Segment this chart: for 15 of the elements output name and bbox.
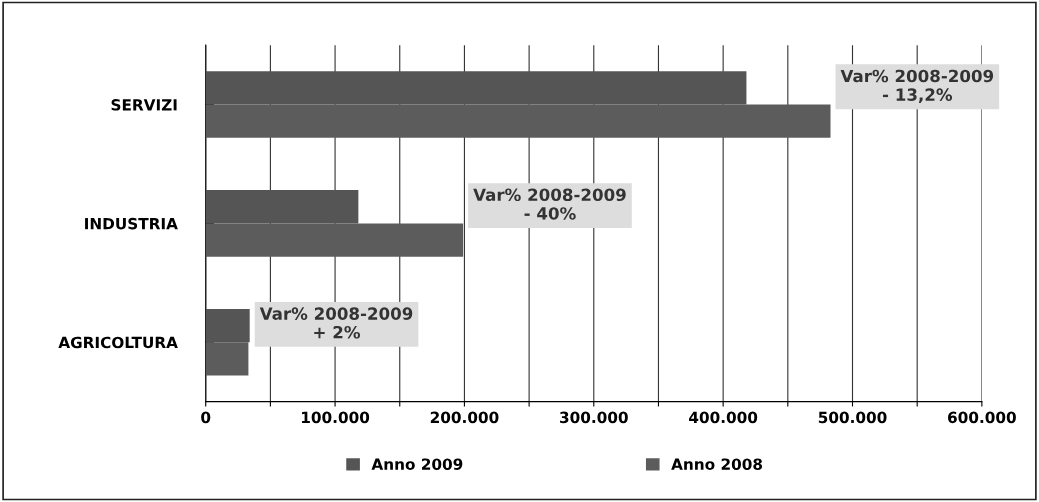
annotation: Var% 2008-2009 - 13,2%	[840, 69, 994, 104]
x-tick-label: 0	[201, 411, 211, 424]
annotation: Var% 2008-2009 - 40%	[473, 188, 626, 220]
legend-label: Anno 2009	[371, 458, 463, 470]
y-tick-label: INDUSTRIA	[85, 217, 178, 230]
x-tick-label: 200.000	[430, 411, 499, 424]
x-tick-label: 100.000	[302, 411, 370, 424]
x-tick-label: 400.000	[689, 411, 758, 424]
y-tick-label: AGRICOLTURA	[58, 336, 178, 349]
x-tick-label: 300.000	[560, 411, 628, 424]
y-tick-label: SERVIZI	[111, 99, 177, 111]
legend-label: Anno 2008	[671, 458, 763, 470]
x-tick-label: 500.000	[818, 411, 887, 424]
x-tick-label: 600.000	[948, 411, 1016, 424]
annotation: Var% 2008-2009 + 2%	[259, 307, 413, 339]
